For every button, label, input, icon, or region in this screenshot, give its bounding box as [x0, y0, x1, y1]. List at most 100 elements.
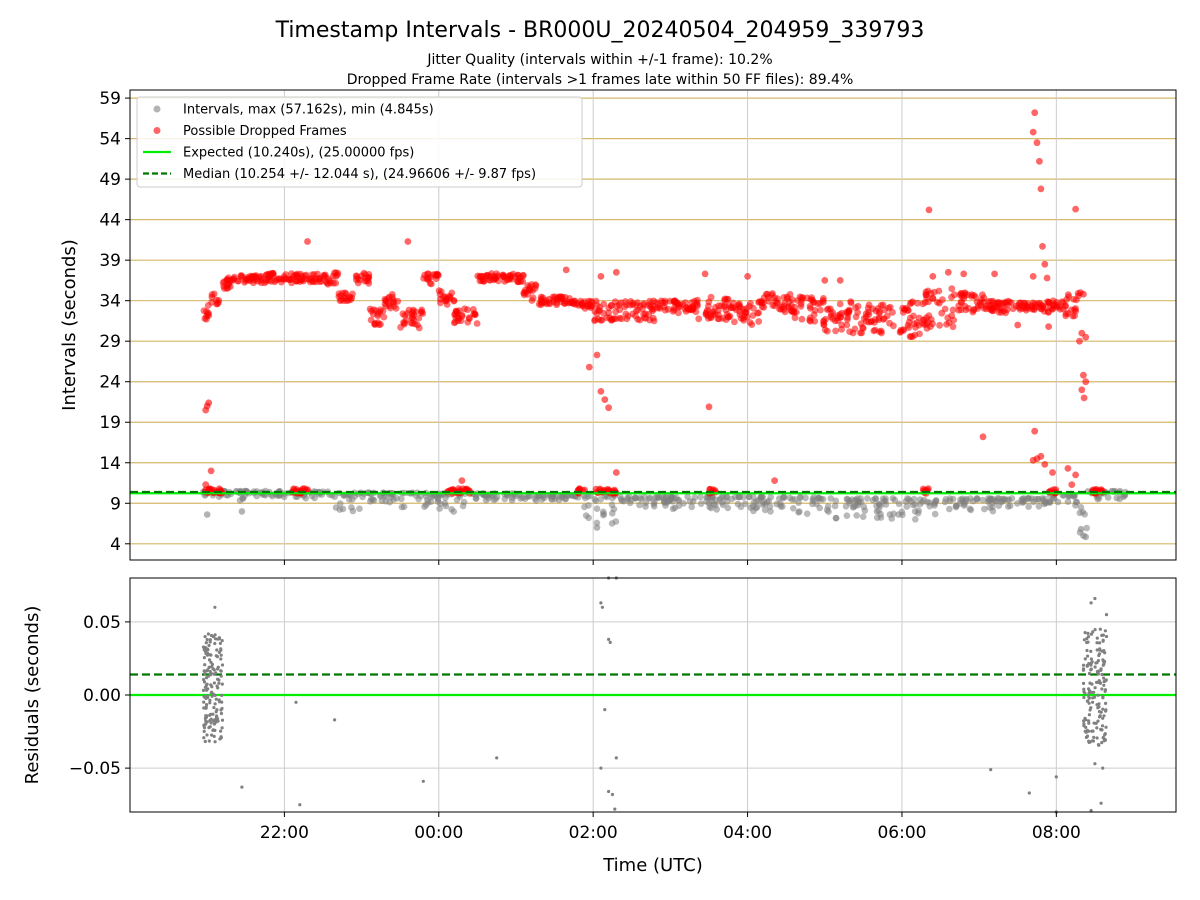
- residual-point: [599, 766, 603, 770]
- residual-point: [203, 716, 207, 721]
- intervals-y-tick-label: 44: [99, 211, 121, 231]
- dropped-frame-point: [1031, 427, 1039, 435]
- interval-point: [895, 500, 903, 508]
- interval-point: [864, 495, 871, 502]
- interval-point: [592, 497, 600, 505]
- dropped-frame-point: [704, 306, 711, 314]
- dropped-frame-point: [980, 298, 987, 306]
- dropped-frame-point: [1080, 394, 1088, 402]
- dropped-frame-point: [624, 312, 632, 320]
- dropped-frame-point: [843, 321, 851, 329]
- residual-point: [1096, 693, 1100, 697]
- dropped-frame-point: [857, 320, 865, 327]
- residual-point: [1082, 695, 1086, 700]
- residual-point: [203, 695, 207, 699]
- residual-point: [1091, 700, 1095, 704]
- dropped-frame-point: [244, 274, 251, 281]
- dropped-frame-point: [427, 280, 435, 288]
- residual-point: [219, 729, 223, 733]
- dropped-frame-point: [661, 306, 669, 314]
- residual-point: [210, 694, 214, 698]
- dropped-frame-point: [1032, 303, 1040, 311]
- dropped-frame-point: [486, 276, 493, 284]
- dropped-frame-point: [682, 307, 690, 315]
- dropped-frame-point: [774, 299, 782, 307]
- interval-point: [625, 493, 633, 501]
- dropped-frame-point: [634, 306, 642, 314]
- dropped-frame-point: [543, 300, 551, 308]
- dropped-frame-point: [1080, 371, 1087, 379]
- dropped-frame-point: [741, 308, 749, 316]
- residual-point: [1101, 736, 1105, 740]
- dropped-frame-point: [1039, 243, 1046, 250]
- residual-point: [204, 706, 208, 710]
- dropped-frame-point: [836, 300, 844, 308]
- residual-point: [1103, 732, 1107, 736]
- interval-point: [995, 502, 1003, 510]
- residual-point: [1082, 687, 1086, 691]
- dropped-frame-point: [927, 289, 935, 297]
- dropped-frame-point: [879, 301, 887, 309]
- dropped-frame-point: [960, 270, 968, 278]
- dropped-frame-point: [979, 433, 987, 441]
- dropped-frame-point: [921, 299, 929, 306]
- interval-point: [632, 495, 639, 502]
- dropped-frame-point: [1003, 306, 1011, 313]
- dropped-frame-point: [675, 309, 682, 317]
- dropped-frame-point: [341, 294, 348, 302]
- intervals-y-tick-label: 24: [99, 373, 121, 393]
- dropped-frame-point: [453, 308, 461, 316]
- dropped-frame-point: [744, 273, 751, 280]
- dropped-frame-point: [463, 485, 471, 493]
- residual-point: [211, 728, 215, 732]
- dropped-frame-point: [365, 274, 372, 282]
- dropped-frame-point: [915, 321, 923, 329]
- dropped-frame-point: [731, 318, 738, 326]
- residual-point: [1090, 682, 1094, 686]
- legend-entry-label: Intervals, max (57.162s), min (4.845s): [183, 103, 434, 118]
- residual-point: [1099, 801, 1103, 805]
- dropped-frame-point: [791, 314, 799, 322]
- interval-point: [400, 503, 408, 511]
- residual-point: [240, 785, 244, 789]
- residual-point: [1082, 719, 1086, 723]
- interval-point: [1065, 493, 1072, 500]
- residual-point: [1098, 627, 1102, 631]
- residual-point: [614, 756, 618, 760]
- dropped-frame-point: [1045, 323, 1052, 330]
- residual-point: [201, 645, 206, 649]
- residual-point: [209, 712, 213, 716]
- dropped-frame-point: [750, 304, 757, 312]
- dropped-frame-point: [778, 303, 786, 311]
- residual-point: [209, 660, 213, 664]
- interval-point: [581, 503, 588, 511]
- residual-point: [1086, 631, 1090, 636]
- dropped-frame-point: [996, 306, 1004, 313]
- dropped-frame-point: [380, 313, 388, 321]
- dropped-frame-point: [592, 297, 600, 305]
- residual-point: [219, 735, 223, 739]
- interval-point: [1082, 533, 1089, 541]
- residual-point: [1103, 629, 1107, 633]
- residual-point: [203, 739, 207, 744]
- dropped-frame-point: [409, 320, 416, 327]
- dropped-frame-point: [765, 297, 773, 305]
- residual-point: [1089, 808, 1093, 813]
- residual-point: [207, 658, 212, 662]
- residual-point: [206, 668, 210, 672]
- dropped-frame-point: [334, 269, 342, 277]
- residual-point: [1090, 690, 1094, 695]
- residual-point: [1094, 661, 1098, 665]
- interval-point: [853, 512, 860, 519]
- dropped-frame-point: [304, 238, 311, 245]
- dropped-frame-point: [995, 298, 1002, 306]
- dropped-frame-point: [529, 294, 537, 302]
- dropped-frame-point: [1054, 302, 1062, 309]
- dropped-frame-point: [379, 307, 387, 315]
- residual-point: [202, 736, 206, 740]
- interval-point: [442, 494, 449, 502]
- residual-point: [208, 673, 213, 677]
- dropped-frame-point: [400, 319, 407, 326]
- residual-point: [599, 601, 603, 605]
- residual-point: [1104, 709, 1108, 713]
